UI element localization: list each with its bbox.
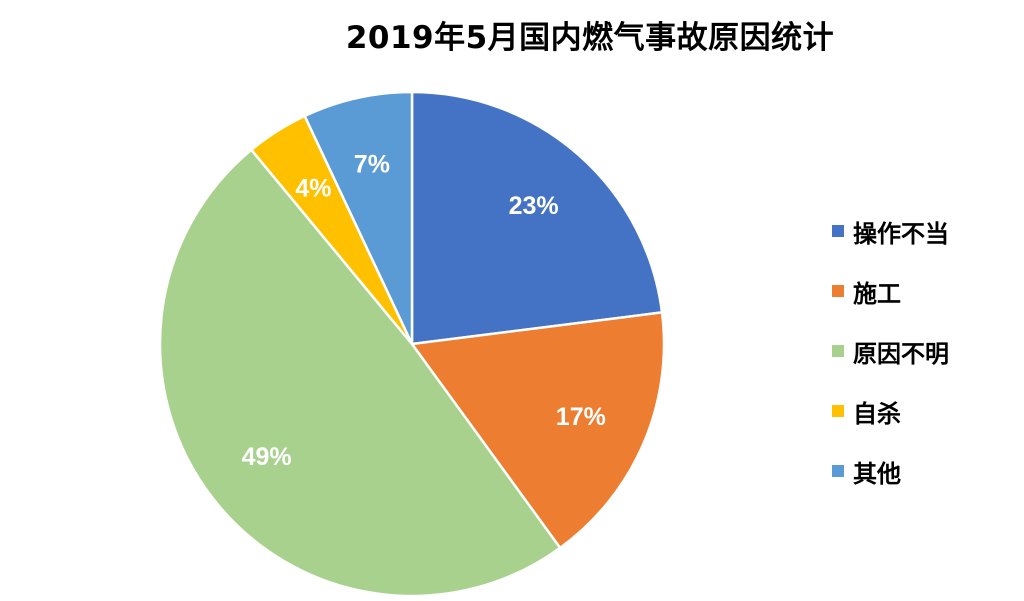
legend-swatch	[832, 285, 844, 297]
slice-value-label-4: 7%	[354, 150, 390, 178]
legend-label: 操作不当	[853, 219, 949, 248]
legend-item-0: 操作不当	[832, 201, 1012, 261]
legend-swatch	[832, 225, 844, 237]
chart-legend: 操作不当施工原因不明自杀其他	[832, 201, 1012, 501]
pie-slice-1	[410, 311, 666, 550]
slice-value-label-1: 17%	[556, 403, 606, 431]
legend-swatch	[832, 465, 844, 477]
legend-item-2: 原因不明	[832, 321, 1012, 381]
slice-value-label-3: 4%	[295, 175, 331, 203]
legend-label: 原因不明	[853, 339, 949, 368]
legend-item-3: 自杀	[832, 381, 1012, 441]
pie-slices	[158, 90, 666, 598]
legend-label: 施工	[853, 279, 901, 308]
pie-slice-2	[158, 148, 562, 598]
slice-value-label-0: 23%	[509, 192, 559, 220]
pie-slice-4	[303, 90, 414, 346]
legend-label: 自杀	[853, 399, 901, 428]
legend-label: 其他	[853, 459, 901, 488]
chart-title: 2019年5月国内燃气事故原因统计	[345, 20, 835, 56]
legend-item-1: 施工	[832, 261, 1012, 321]
slice-value-label-2: 49%	[242, 443, 292, 471]
pie-slice-labels: 23% 17% 49% 4% 7%	[242, 150, 606, 470]
pie-slice-0	[410, 90, 664, 346]
legend-swatch	[832, 345, 844, 357]
legend-swatch	[832, 405, 844, 417]
legend-item-4: 其他	[832, 441, 1012, 501]
